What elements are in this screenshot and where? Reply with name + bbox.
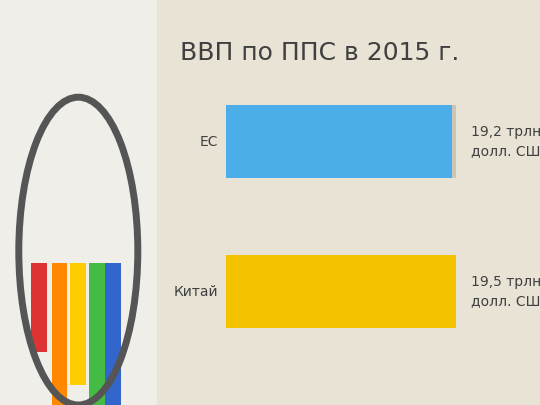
Bar	[226, 105, 452, 178]
Text: Китай: Китай	[173, 285, 218, 298]
Text: ВВП по ППС в 2015 г.: ВВП по ППС в 2015 г.	[180, 40, 459, 64]
Text: ЕС: ЕС	[199, 135, 218, 149]
Bar	[226, 105, 456, 178]
Bar	[226, 255, 456, 328]
Text: 19,2 трлн
долл. США: 19,2 трлн долл. США	[471, 125, 540, 158]
Bar	[226, 255, 456, 328]
FancyBboxPatch shape	[31, 263, 47, 352]
Text: 19,5 трлн
долл. США: 19,5 трлн долл. США	[471, 275, 540, 308]
FancyBboxPatch shape	[89, 263, 105, 405]
FancyBboxPatch shape	[105, 263, 120, 405]
FancyBboxPatch shape	[52, 263, 68, 405]
FancyBboxPatch shape	[70, 263, 86, 385]
